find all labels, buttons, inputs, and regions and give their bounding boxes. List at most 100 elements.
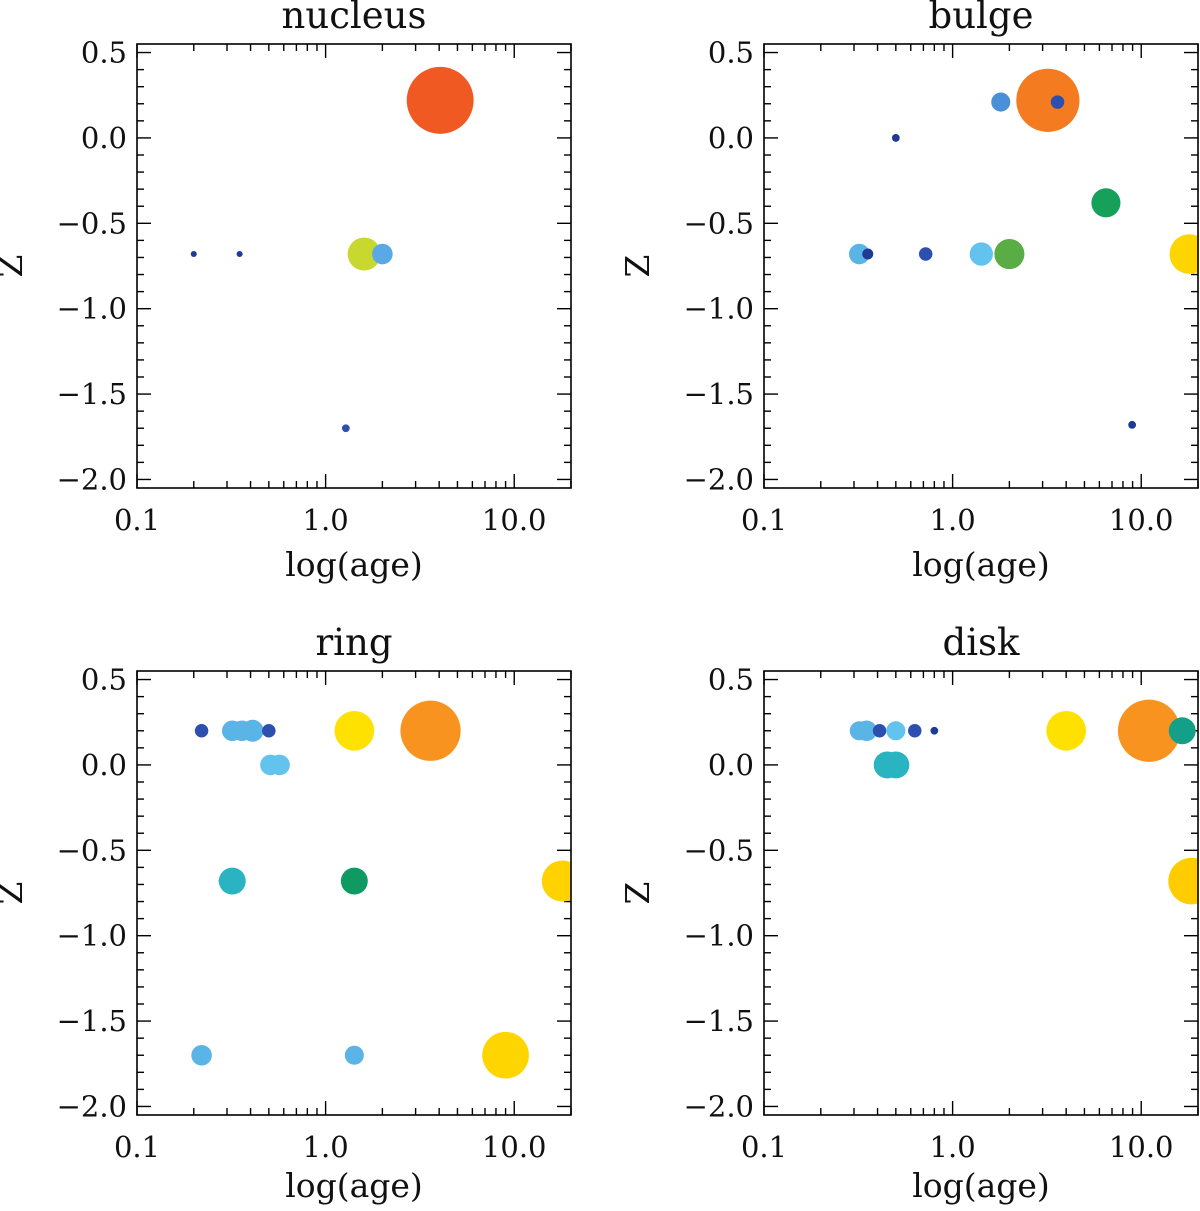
y-tick-label: 0.5 [708, 36, 754, 70]
data-point [872, 724, 887, 738]
y-tick-label: −0.5 [684, 833, 754, 867]
data-points [190, 66, 474, 433]
plot-frame [763, 43, 1199, 489]
x-tick-labels: 0.1 1.0 10.0 [741, 503, 1174, 537]
panel-bulge: bulge 0.50.0−0.5−1.0−1.5−2.0 0.1 1.0 10.0 … [618, 0, 1199, 584]
y-tick-label: −1.5 [684, 1004, 754, 1038]
data-point [908, 724, 922, 738]
plot-frame [136, 43, 572, 489]
panel-disk: disk 0.5 0.0 −0.5 −1.0 −1.5 −2.0 0.1 1.0 10.0 l… [618, 621, 1199, 1205]
y-tick-label: −1.0 [684, 919, 754, 953]
y-tick-label: −0.5 [684, 206, 754, 240]
data-point [541, 860, 571, 902]
x-tick-label: 0.1 [741, 503, 787, 537]
y-tick-labels: 0.5 0.0 −0.5 −1.0 −1.5 −2.0 [684, 36, 754, 497]
x-tick-label: 1.0 [930, 503, 976, 537]
y-tick-label: −1.5 [57, 377, 127, 411]
data-point [994, 238, 1025, 270]
y-tick-labels: 0.5 0.0 −0.5 −1.0 −1.5 −2.0 [684, 663, 754, 1124]
y-tick-labels: 0.5 0.0 −0.5 −1.0 −1.5 −2.0 [57, 663, 127, 1124]
data-points [191, 700, 571, 1079]
data-point [190, 251, 197, 258]
x-tick-label: 10.0 [1109, 503, 1174, 537]
y-tick-label: −1.5 [684, 377, 754, 411]
x-tick-label: 1.0 [930, 1130, 976, 1164]
data-point [400, 700, 461, 761]
x-axis-label: log(age) [285, 545, 423, 584]
data-point [406, 66, 474, 134]
x-tick-label: 0.1 [114, 1130, 160, 1164]
x-tick-label: 10.0 [482, 503, 547, 537]
data-point [1016, 68, 1080, 132]
data-point [340, 867, 368, 895]
y-tick-label: −2.0 [57, 462, 127, 496]
y-axis-label: Z [0, 882, 30, 905]
data-point [1117, 699, 1181, 762]
panel-title: ring [315, 621, 392, 664]
data-point [236, 251, 243, 258]
y-tick-label: 0.0 [708, 121, 754, 155]
x-tick-labels: 0.1 1.0 10.0 [114, 1130, 547, 1164]
data-point [886, 721, 906, 741]
data-points [849, 699, 1198, 905]
data-point [334, 710, 375, 751]
panel-nucleus: nucleus 0.5 0.0 −0.5 −1.0 −1.5 −2.0 0.1 1.0 10.… [0, 0, 572, 584]
x-tick-label: 1.0 [303, 503, 349, 537]
y-axis-label: Z [618, 882, 657, 905]
data-point [482, 1031, 529, 1079]
panel-title: disk [943, 621, 1021, 664]
data-point [991, 92, 1011, 112]
x-tick-label: 0.1 [114, 503, 160, 537]
data-point [194, 724, 209, 738]
data-point [918, 247, 933, 261]
y-tick-label: −1.0 [684, 292, 754, 326]
y-tick-label: −1.0 [57, 292, 127, 326]
tick-marks [763, 671, 1199, 1115]
y-tick-label: 0.5 [708, 663, 754, 697]
data-point [848, 243, 870, 265]
y-tick-label: 0.0 [81, 121, 127, 155]
y-tick-label: −0.5 [57, 206, 127, 240]
y-tick-label: 0.5 [81, 663, 127, 697]
data-point [241, 719, 264, 742]
data-point [891, 134, 900, 142]
data-point [218, 867, 246, 895]
plot-frame [136, 670, 572, 1116]
data-point [882, 751, 910, 779]
data-point [1169, 234, 1198, 274]
y-tick-label: 0.5 [81, 36, 127, 70]
tick-marks [136, 671, 572, 1115]
y-tick-label: −0.5 [57, 833, 127, 867]
data-point [930, 726, 939, 735]
data-points [848, 68, 1198, 429]
x-axis-label: log(age) [285, 1166, 423, 1205]
data-point [1050, 95, 1065, 109]
data-point [191, 1044, 212, 1066]
x-axis-label: log(age) [912, 545, 1050, 584]
tick-marks [763, 44, 1199, 488]
y-axis-label: Z [618, 255, 657, 278]
data-point [372, 243, 393, 265]
panel-title: nucleus [282, 0, 427, 37]
y-tick-labels: 0.5 0.0 −0.5 −1.0 −1.5 −2.0 [57, 36, 127, 497]
data-point [1046, 710, 1086, 751]
x-tick-labels: 0.1 1.0 10.0 [114, 503, 547, 537]
y-tick-label: −1.0 [57, 919, 127, 953]
data-point [262, 724, 276, 738]
data-point [862, 248, 874, 260]
data-point [1168, 717, 1196, 745]
y-tick-label: −2.0 [684, 462, 754, 496]
y-tick-label: 0.0 [708, 748, 754, 782]
y-axis-label: Z [0, 255, 30, 278]
data-point [269, 754, 290, 776]
panel-ring: ring 0.5 0.0 −0.5 −1.0 −1.5 −2.0 0.1 1.0 10.0 l… [0, 621, 572, 1205]
plot-frame [763, 670, 1199, 1116]
data-point [341, 424, 350, 433]
x-axis-label: log(age) [912, 1166, 1050, 1205]
data-point [1128, 420, 1137, 429]
y-tick-label: 0.0 [81, 748, 127, 782]
x-tick-label: 0.1 [741, 1130, 787, 1164]
y-tick-label: −2.0 [684, 1089, 754, 1123]
data-point [856, 720, 877, 742]
